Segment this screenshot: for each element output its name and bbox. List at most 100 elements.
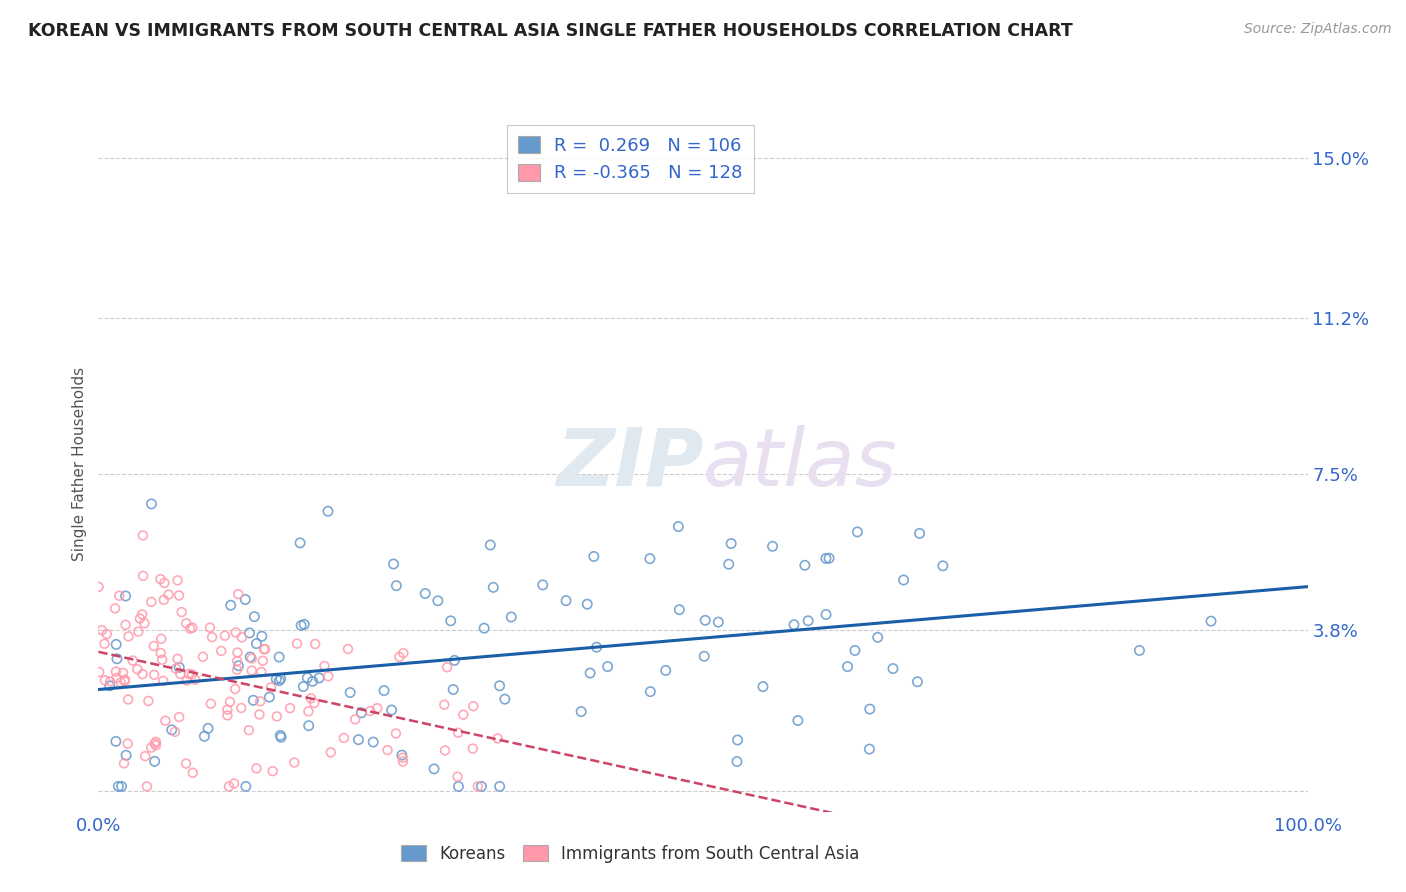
Point xyxy=(501,610,523,624)
Point xyxy=(218,780,240,794)
Point xyxy=(259,690,281,705)
Point xyxy=(893,573,915,587)
Point xyxy=(150,632,173,646)
Point xyxy=(107,780,129,794)
Point xyxy=(301,674,323,689)
Point xyxy=(693,649,716,664)
Point xyxy=(377,743,399,757)
Point xyxy=(314,659,336,673)
Point xyxy=(143,755,166,769)
Point xyxy=(447,725,470,739)
Point xyxy=(145,735,167,749)
Point xyxy=(245,761,267,775)
Point xyxy=(167,589,190,603)
Point xyxy=(114,589,136,603)
Point xyxy=(336,642,359,657)
Point xyxy=(292,617,315,632)
Point xyxy=(239,650,262,665)
Point xyxy=(98,679,121,693)
Point xyxy=(243,609,266,624)
Point xyxy=(117,737,139,751)
Point xyxy=(143,668,166,682)
Point xyxy=(165,661,187,675)
Point xyxy=(270,731,292,745)
Point xyxy=(96,627,118,641)
Point xyxy=(143,737,166,751)
Point xyxy=(245,637,267,651)
Point xyxy=(117,692,139,706)
Point xyxy=(217,703,239,717)
Point xyxy=(222,776,245,790)
Point xyxy=(134,616,156,631)
Point xyxy=(240,651,263,665)
Point xyxy=(153,575,176,590)
Point xyxy=(110,780,132,794)
Point xyxy=(131,667,153,681)
Point xyxy=(219,599,242,613)
Point xyxy=(391,748,413,763)
Point xyxy=(434,743,457,757)
Point xyxy=(115,748,138,763)
Point xyxy=(249,694,271,708)
Point xyxy=(426,594,449,608)
Point xyxy=(308,671,330,685)
Point xyxy=(238,723,260,738)
Point xyxy=(288,536,311,550)
Point xyxy=(260,681,283,695)
Point xyxy=(381,703,404,717)
Point xyxy=(132,528,155,542)
Point xyxy=(197,722,219,736)
Point xyxy=(932,558,955,573)
Point xyxy=(461,741,484,756)
Point xyxy=(579,666,602,681)
Point xyxy=(160,723,183,737)
Point xyxy=(797,614,820,628)
Point xyxy=(815,607,838,622)
Point xyxy=(316,504,339,518)
Point xyxy=(200,697,222,711)
Point xyxy=(104,665,127,679)
Point xyxy=(413,586,436,600)
Point xyxy=(219,695,242,709)
Point xyxy=(844,643,866,657)
Point xyxy=(110,675,132,690)
Point xyxy=(108,589,131,603)
Point xyxy=(214,629,236,643)
Point xyxy=(436,660,458,674)
Point xyxy=(181,621,204,635)
Point xyxy=(359,704,381,718)
Point xyxy=(209,644,232,658)
Point xyxy=(290,618,312,632)
Point xyxy=(467,780,489,794)
Point xyxy=(814,551,837,566)
Point xyxy=(576,597,599,611)
Point xyxy=(447,780,470,794)
Point xyxy=(193,729,215,743)
Point xyxy=(181,765,204,780)
Point xyxy=(191,649,214,664)
Point xyxy=(226,646,249,660)
Point xyxy=(174,756,197,771)
Point xyxy=(226,654,249,668)
Point xyxy=(181,667,204,681)
Text: KOREAN VS IMMIGRANTS FROM SOUTH CENTRAL ASIA SINGLE FATHER HOUSEHOLDS CORRELATIO: KOREAN VS IMMIGRANTS FROM SOUTH CENTRAL … xyxy=(28,22,1073,40)
Point xyxy=(720,536,742,550)
Point xyxy=(167,660,190,674)
Point xyxy=(121,654,143,668)
Point xyxy=(479,538,502,552)
Point xyxy=(166,574,188,588)
Point xyxy=(235,780,257,794)
Point xyxy=(297,704,319,718)
Point xyxy=(134,749,156,764)
Point xyxy=(128,611,150,625)
Point xyxy=(392,646,415,660)
Point xyxy=(717,558,740,572)
Text: Source: ZipAtlas.com: Source: ZipAtlas.com xyxy=(1244,22,1392,37)
Point xyxy=(176,673,198,688)
Point xyxy=(453,707,475,722)
Point xyxy=(585,640,607,655)
Point xyxy=(269,650,291,665)
Point xyxy=(793,558,815,573)
Point xyxy=(163,724,186,739)
Point xyxy=(262,764,284,779)
